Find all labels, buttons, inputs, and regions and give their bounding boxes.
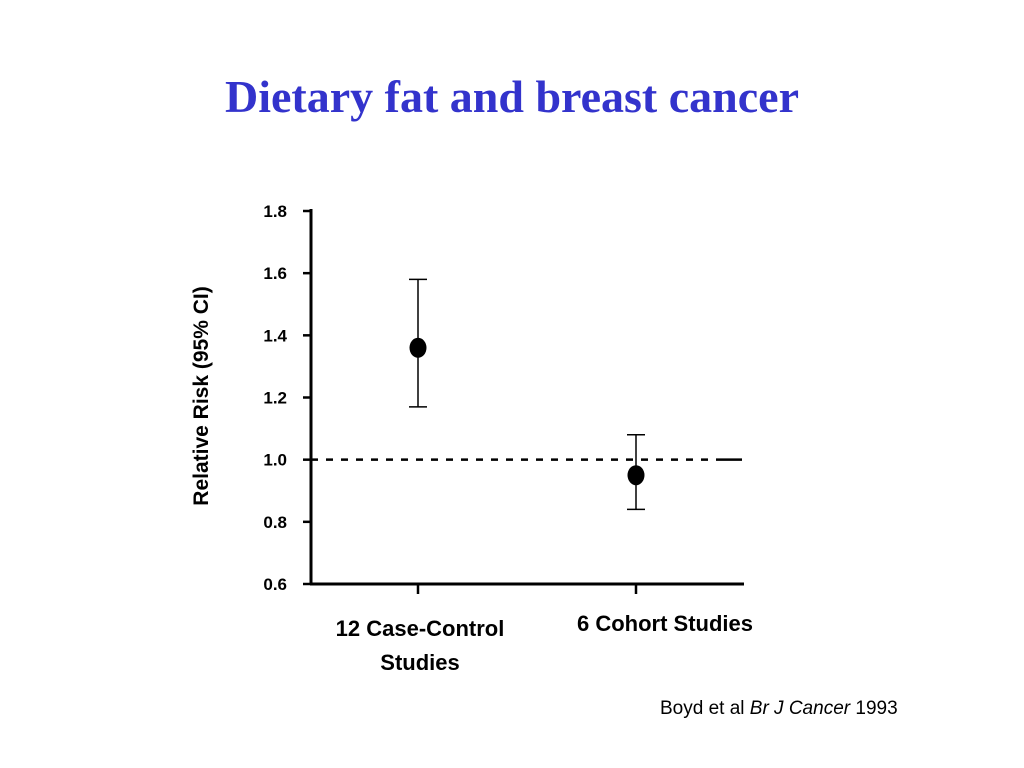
citation-journal: Br J Cancer xyxy=(749,698,851,719)
y-tick-label: 1.4 xyxy=(263,326,287,345)
y-axis-title: Relative Risk (95% CI) xyxy=(190,286,213,505)
y-tick-label: 0.8 xyxy=(263,513,287,532)
y-tick-label: 1.8 xyxy=(263,202,287,221)
category-label: 6 Cohort Studies xyxy=(577,611,753,636)
citation-year: 1993 xyxy=(855,698,898,719)
y-tick-label: 1.6 xyxy=(263,264,287,283)
category-label: Studies xyxy=(380,650,459,675)
citation-authors: Boyd et al xyxy=(660,698,745,719)
axes xyxy=(303,209,744,594)
slide-title: Dietary fat and breast cancer xyxy=(224,71,799,122)
data-point xyxy=(409,337,427,358)
data-marks xyxy=(409,278,645,511)
category-label: 12 Case-Control xyxy=(336,616,505,641)
citation: Boyd et al Br J Cancer 1993 xyxy=(660,698,898,720)
y-tick-label: 1.0 xyxy=(263,451,287,470)
y-tick-label: 1.2 xyxy=(263,389,287,408)
y-tick-label: 0.6 xyxy=(263,575,287,594)
axis-labels: 1.8 1.6 1.4 1.2 1.0 0.8 0.6 Relative Risk (95% … xyxy=(190,202,753,675)
data-point xyxy=(627,465,645,486)
